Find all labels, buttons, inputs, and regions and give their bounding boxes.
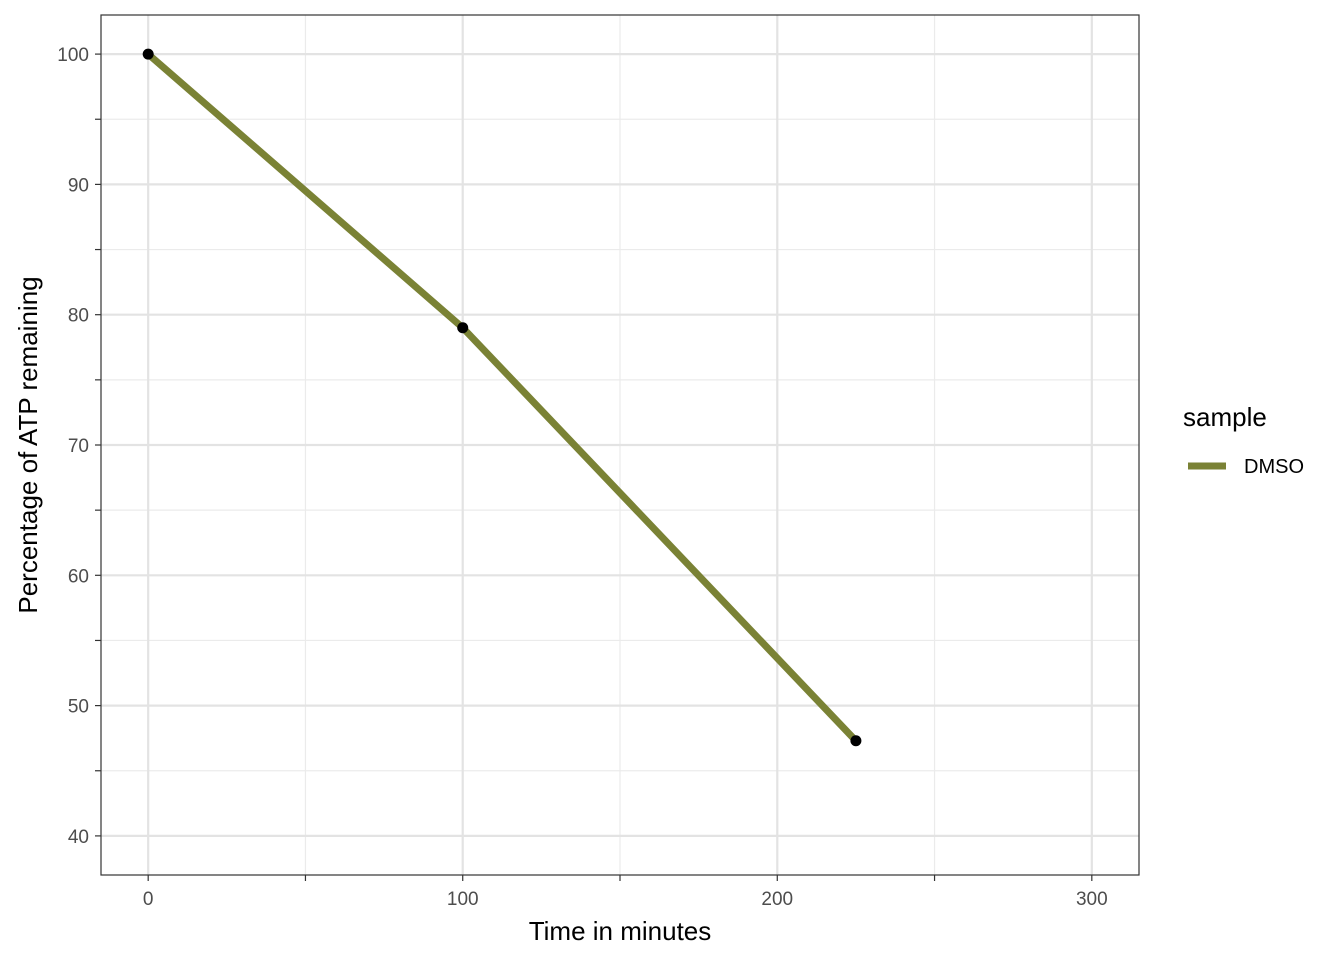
y-tick-label: 100: [57, 45, 89, 66]
x-tick-label: 0: [143, 889, 154, 910]
series-layer: [142, 48, 862, 747]
y-tick-label: 60: [68, 566, 89, 587]
y-tick-label: 90: [68, 175, 89, 196]
data-point: [850, 735, 862, 747]
grid: [101, 15, 1139, 875]
y-tick-label: 70: [68, 436, 89, 457]
series-line: [145, 51, 859, 744]
x-axis-title: Time in minutes: [529, 916, 712, 946]
y-tick-label: 40: [68, 827, 89, 848]
y-tick-label: 50: [68, 697, 89, 718]
x-tick-label: 100: [447, 889, 479, 910]
y-tick-label: 80: [68, 306, 89, 327]
x-tick-label: 300: [1076, 889, 1108, 910]
axes: 0 100 200 300 40 50 60 70 80 90 100: [57, 45, 1107, 910]
legend-items: DMSO: [1188, 456, 1304, 478]
legend-label: DMSO: [1244, 456, 1304, 478]
legend-title: sample: [1183, 402, 1267, 432]
x-tick-label: 200: [761, 889, 793, 910]
y-axis-title: Percentage of ATP remaining: [13, 276, 43, 613]
data-point: [457, 322, 469, 334]
data-point: [142, 48, 154, 60]
legend: sample DMSO: [1183, 402, 1304, 478]
